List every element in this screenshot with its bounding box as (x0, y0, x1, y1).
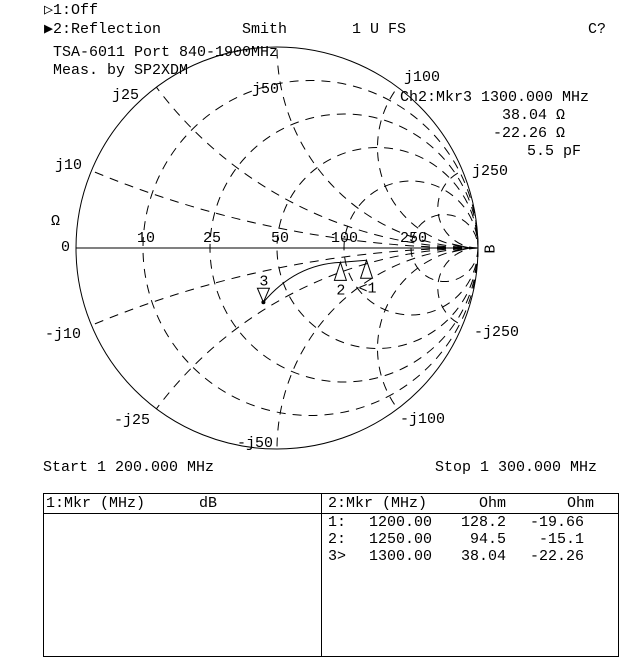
scale-label: 1 U FS (352, 21, 407, 38)
react-label-j10: j10 (55, 157, 83, 174)
reactance-arc-250 (437, 170, 479, 249)
marker-3-label: 3 (259, 273, 268, 290)
react-label-neg-j250: -j250 (474, 324, 520, 341)
reactance-arc-25 (156, 86, 479, 249)
row-id: 3> (328, 548, 347, 565)
stop-frequency[interactable]: Stop 1 300.000 MHz (435, 459, 598, 476)
reactance-arc-100 (377, 86, 479, 249)
ch2-header-freq: 2:Mkr (MHz) (328, 495, 428, 512)
res-label-100: 100 (331, 230, 359, 247)
row-resistance: 94.5 (469, 531, 506, 548)
row-resistance: 38.04 (460, 548, 506, 565)
marker-2-triangle-icon (333, 260, 348, 281)
row-freq: 1300.00 (368, 548, 432, 565)
marker-readout-reactance: -22.26 Ω (492, 125, 565, 142)
marker-3-triangle-icon (256, 287, 271, 304)
calibration-status: C? (588, 21, 607, 38)
reactance-arc-neg-100 (377, 247, 479, 410)
channel-2-status[interactable]: ▶2:Reflection (44, 21, 162, 38)
row-freq: 1250.00 (368, 531, 432, 548)
reactance-arc-neg-50 (276, 247, 479, 450)
marker-readout-title: Ch2:Mkr3 1300.000 MHz (400, 89, 590, 106)
res-label-50: 50 (271, 230, 290, 247)
res-label-25: 25 (203, 230, 222, 247)
react-label-j100: j100 (404, 69, 441, 86)
react-label-neg-j25: -j25 (114, 412, 151, 429)
marker-3-point (261, 300, 266, 305)
row-freq: 1200.00 (368, 514, 432, 531)
res-label-250: 250 (400, 230, 428, 247)
axis-arrow-icon (451, 243, 471, 253)
reactance-arc-10 (91, 170, 479, 249)
row-reactance: -22.26 (529, 548, 584, 565)
right-label: B (482, 244, 500, 254)
res-label-10: 10 (137, 230, 156, 247)
row-reactance: -19.66 (529, 514, 584, 531)
ch1-table-header: 1:Mkr (MHz) dB (46, 495, 218, 512)
react-label-j25: j25 (112, 87, 140, 104)
table-divider (321, 494, 322, 656)
marker-1-label: <1 (359, 280, 377, 297)
react-label-neg-j10: -j10 (45, 326, 82, 343)
format-label: Smith (242, 21, 288, 38)
row-reactance: -15.1 (538, 531, 584, 548)
reactance-arc-neg-25 (156, 247, 479, 410)
res-label-0: 0 (61, 239, 71, 256)
react-label-j50: j50 (252, 81, 280, 98)
channel-indicator-icon: ▷ (44, 2, 54, 19)
marker-table: 1:Mkr (MHz) dB 2:Mkr (MHz) Ohm Ohm 1: 12… (43, 493, 619, 657)
start-frequency[interactable]: Start 1 200.000 MHz (43, 459, 215, 476)
react-label-neg-j50: -j50 (237, 435, 274, 452)
table-header-divider (44, 513, 618, 514)
ch2-header-r: Ohm (478, 495, 506, 512)
reactance-arc-neg-250 (437, 247, 479, 326)
title-line-2: Meas. by SP2XDM (53, 62, 189, 79)
trace-line (263, 259, 367, 303)
row-id: 2: (328, 531, 347, 548)
marker-readout-equivalent: 5.5 pF (526, 143, 581, 160)
unit-label: Ω (51, 213, 61, 230)
reactance-arc-neg-10 (91, 247, 479, 326)
channel-1-status[interactable]: ▷1:Off (44, 2, 99, 19)
marker-2-label: 2 (336, 282, 345, 299)
react-label-j250: j250 (472, 163, 509, 180)
row-resistance: 128.2 (460, 514, 506, 531)
row-id: 1: (328, 514, 347, 531)
marker-1-triangle-icon (359, 258, 374, 279)
react-label-neg-j100: -j100 (400, 411, 446, 428)
ch2-header-x: Ohm (566, 495, 594, 512)
marker-readout-resistance: 38.04 Ω (501, 107, 565, 124)
active-channel-icon: ▶ (44, 21, 54, 38)
